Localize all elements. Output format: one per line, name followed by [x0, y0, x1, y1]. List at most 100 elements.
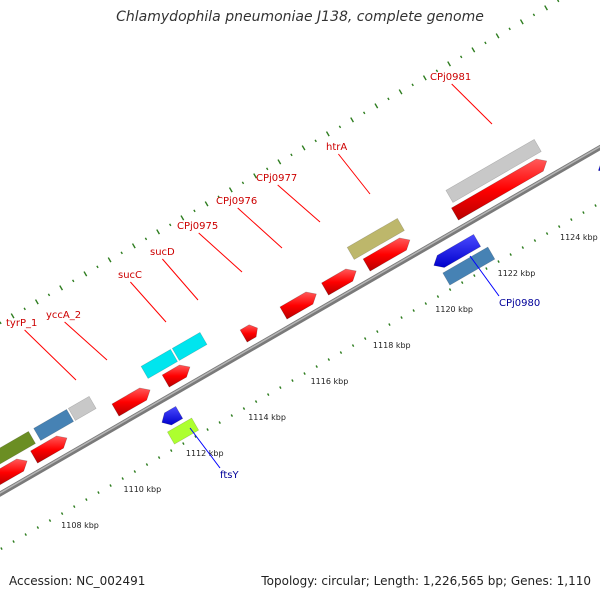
tick-mark — [545, 232, 549, 235]
tick-mark — [471, 47, 476, 53]
tick-mark — [436, 295, 440, 298]
outer-tick-row — [0, 0, 560, 325]
tick-mark — [411, 83, 414, 87]
scale-label-1114-kbp: 1114 kbp — [248, 413, 286, 422]
tick-mark — [338, 125, 342, 129]
tick-mark — [24, 533, 27, 536]
gene-label-cpj0981: CPj0981 — [430, 72, 471, 83]
tick-mark — [582, 211, 585, 214]
tick-mark — [459, 55, 463, 59]
tick-mark — [144, 237, 148, 241]
tick-mark — [521, 246, 525, 249]
forward-cds-arrow — [111, 387, 151, 417]
tick-mark — [339, 351, 343, 354]
tick-mark — [314, 139, 317, 143]
tick-mark — [204, 201, 209, 207]
tick-mark — [267, 393, 270, 396]
tick-mark — [556, 0, 560, 3]
tick-mark — [228, 187, 233, 193]
tick-mark — [85, 498, 88, 501]
tick-mark — [217, 195, 220, 199]
gene-block-tyrP-olive — [0, 430, 36, 465]
tick-mark — [0, 547, 3, 550]
forward-cds-arrow — [321, 268, 357, 296]
reverse-cds-arrow — [433, 233, 482, 268]
tick-mark — [73, 505, 76, 508]
callout-line — [24, 329, 77, 381]
gene-block-steelblue — [33, 408, 75, 441]
tick-mark — [253, 173, 258, 179]
tick-mark — [460, 281, 464, 284]
tick-mark — [145, 463, 149, 466]
reverse-cds-arrow — [161, 405, 184, 426]
gene-label-ycca-2: yccA_2 — [46, 310, 81, 321]
tick-mark — [447, 61, 451, 67]
tick-mark — [131, 243, 136, 249]
tick-mark — [435, 69, 439, 73]
tick-mark — [242, 407, 246, 410]
inner-tick-row — [0, 204, 597, 550]
tick-mark — [290, 153, 293, 157]
tick-mark — [194, 435, 197, 438]
tick-mark — [351, 344, 355, 347]
tick-mark — [241, 181, 245, 185]
tick-mark — [400, 316, 403, 319]
tick-mark — [533, 239, 537, 242]
gene-label-ftsy: ftsY — [220, 470, 239, 481]
scale-ticks: 1108 kbp 1110 kbp 1112 kbp 1114 kbp 1116 kbp… — [0, 0, 598, 550]
tick-mark — [59, 285, 64, 291]
tick-mark — [109, 484, 112, 487]
gene-label-cpj0976: CPj0976 — [216, 196, 257, 207]
gene-label-cpj0977: CPj0977 — [256, 173, 297, 184]
gene-label-sucd: sucD — [150, 247, 175, 258]
forward-cds-arrow — [30, 435, 68, 464]
callout-line — [338, 153, 371, 195]
tick-mark — [12, 540, 15, 543]
gene-block-sucC — [140, 348, 178, 379]
tick-mark — [0, 321, 2, 325]
tick-mark — [60, 512, 64, 515]
scale-label-1124-kbp: 1124 kbp — [560, 233, 598, 242]
gene-label-cpj0980: CPj0980 — [499, 298, 540, 309]
tick-mark — [303, 372, 306, 375]
gene-label-tyrp-1: tyrP_1 — [6, 318, 37, 329]
tick-mark — [509, 253, 512, 256]
scale-label-1120-kbp: 1120 kbp — [435, 305, 473, 314]
tick-mark — [424, 302, 428, 305]
genome-stats-text: Topology: circular; Length: 1,226,565 bp… — [261, 574, 591, 588]
tick-mark — [327, 358, 331, 361]
forward-cds-arrow — [0, 458, 28, 486]
tick-mark — [387, 97, 390, 101]
tick-mark — [265, 167, 269, 171]
scale-label-1118-kbp: 1118 kbp — [373, 341, 411, 350]
tick-mark — [422, 75, 427, 81]
callout-line — [198, 232, 243, 273]
tick-mark — [121, 477, 124, 480]
gene-label-htra: htrA — [326, 142, 347, 153]
tick-mark — [325, 131, 330, 137]
scale-label-1116-kbp: 1116 kbp — [311, 377, 349, 386]
backbone-line — [0, 144, 600, 497]
tick-mark — [97, 491, 100, 494]
tick-mark — [34, 299, 39, 305]
gene-block-cpj0981 — [445, 138, 542, 203]
forward-cds-arrow — [451, 158, 548, 221]
gene-label-cpj0975: CPj0975 — [177, 221, 218, 232]
tick-mark — [519, 19, 524, 25]
tick-mark — [374, 103, 379, 109]
forward-cds-arrow — [161, 364, 191, 388]
tick-mark — [495, 33, 500, 39]
tick-mark — [594, 204, 597, 207]
tick-mark — [363, 337, 367, 340]
tick-mark — [376, 330, 379, 333]
tick-mark — [193, 209, 196, 213]
tick-mark — [83, 271, 88, 277]
tick-mark — [48, 519, 52, 522]
tick-mark — [96, 265, 99, 269]
callout-line — [451, 83, 493, 125]
tick-mark — [532, 13, 536, 17]
tick-mark — [412, 309, 415, 312]
tick-mark — [570, 218, 573, 221]
tick-mark — [362, 111, 366, 115]
